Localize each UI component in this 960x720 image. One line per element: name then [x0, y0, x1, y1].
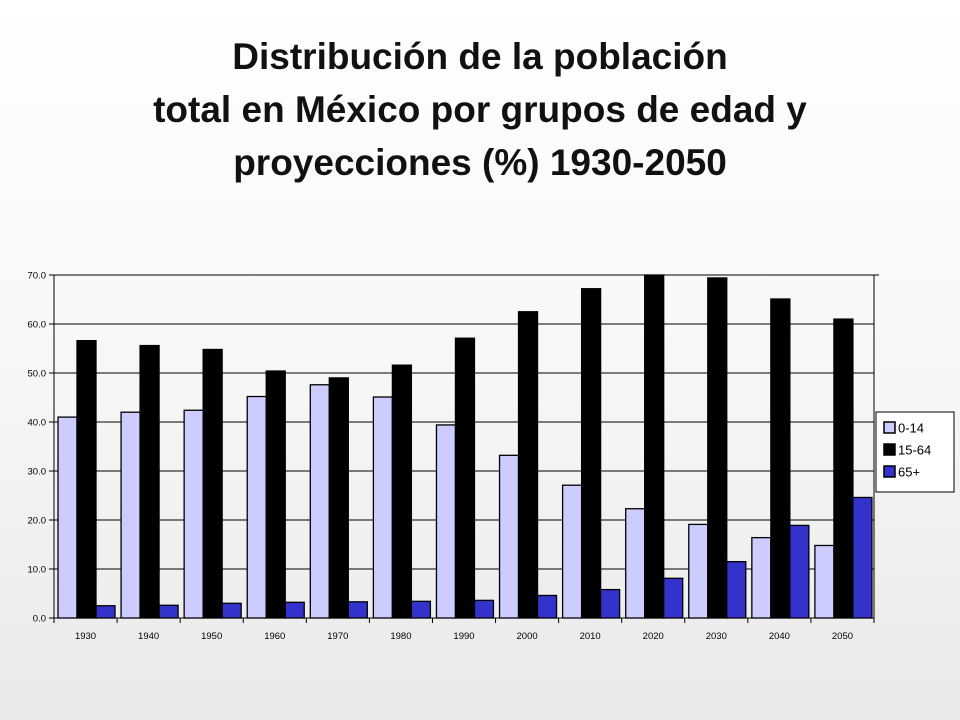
axes: 0.0 10.0 20.0 30.0 40.0 50.0 60.0 70.0 1930 1940 1…	[28, 271, 879, 642]
bar-0-14-1930	[57, 416, 78, 619]
legend-label-0-14: 0-14	[898, 421, 924, 436]
chart-title: Distribución de la población total en Mé…	[0, 30, 960, 189]
legend-label-15-64: 15-64	[898, 443, 931, 458]
bar-0-14-2010	[561, 484, 583, 619]
bar-15-64-1990	[454, 337, 476, 619]
y-tick-label: 60.0	[28, 320, 47, 331]
legend-swatch-65+	[883, 465, 896, 478]
bar-0-14-1970	[309, 384, 330, 619]
bar-65+-2050	[852, 496, 873, 619]
bar-65+-2030	[726, 561, 747, 619]
bar-15-64-1940	[139, 344, 160, 619]
x-tick-label: 1990	[453, 631, 474, 642]
bar-15-64-1960	[265, 370, 286, 619]
y-tick-label: 70.0	[28, 271, 47, 282]
bar-15-64-2030	[707, 277, 728, 619]
bar-15-64-1930	[76, 340, 97, 619]
bar-65+-1960	[284, 601, 305, 619]
bar-0-14-2020	[625, 508, 646, 619]
x-tick-label: 2020	[643, 631, 664, 642]
bar-65+-2000	[536, 594, 558, 619]
x-tick-label: 2000	[517, 631, 538, 642]
bar-0-14-1940	[120, 411, 141, 619]
x-tick-label: 1950	[201, 631, 222, 642]
bar-0-14-2040	[751, 536, 772, 619]
bar-65+-1950	[221, 602, 242, 619]
bar-0-14-1980	[372, 396, 394, 619]
legend-label-65+: 65+	[898, 465, 920, 480]
bars	[57, 274, 873, 619]
bar-15-64-1970	[328, 377, 349, 619]
bar-65+-1940	[158, 604, 179, 619]
x-tick-label: 1980	[390, 631, 411, 642]
bar-65+-1980	[410, 600, 432, 619]
y-tick-label: 30.0	[28, 467, 47, 478]
bar-65+-1970	[347, 601, 368, 619]
bar-15-64-2050	[833, 318, 854, 619]
x-tick-label: 2010	[580, 631, 601, 642]
chart-title-line-3: proyecciones (%) 1930-2050	[233, 142, 727, 183]
x-tick-label: 2030	[706, 631, 727, 642]
y-tick-label: 10.0	[28, 565, 47, 576]
bar-0-14-1950	[183, 409, 204, 619]
bar-15-64-1950	[202, 348, 223, 619]
bar-0-14-1990	[435, 424, 457, 619]
chart-title-line-2: total en México por grupos de edad y	[153, 89, 807, 130]
bar-15-64-2000	[517, 311, 539, 619]
y-tick-label: 50.0	[28, 369, 47, 380]
bar-65+-1990	[473, 599, 495, 619]
x-tick-label: 1940	[138, 631, 159, 642]
chart-title-line-1: Distribución de la población	[232, 36, 728, 77]
bar-65+-2020	[663, 577, 684, 619]
legend-swatch-0-14	[883, 421, 896, 434]
y-tick-label: 0.0	[33, 614, 46, 625]
x-tick-label: 1970	[327, 631, 348, 642]
bar-65+-2010	[599, 588, 621, 619]
bar-0-14-1960	[246, 395, 267, 619]
y-tick-label: 20.0	[28, 516, 47, 527]
bar-15-64-2020	[644, 274, 665, 619]
x-tick-label: 2040	[769, 631, 790, 642]
bar-0-14-2000	[498, 454, 520, 619]
bar-65+-2040	[789, 524, 810, 619]
bar-65+-1930	[95, 605, 116, 619]
bar-0-14-2050	[814, 544, 835, 619]
bar-0-14-2030	[688, 523, 709, 619]
legend-swatch-15-64	[883, 443, 896, 456]
bar-15-64-1980	[391, 364, 413, 619]
bar-15-64-2010	[580, 288, 602, 619]
x-tick-label: 2050	[832, 631, 853, 642]
y-tick-label: 40.0	[28, 418, 47, 429]
x-tick-label: 1930	[75, 631, 96, 642]
bar-15-64-2040	[770, 298, 791, 619]
x-tick-label: 1960	[264, 631, 285, 642]
legend: 0-14 15-64 65+	[875, 411, 955, 493]
